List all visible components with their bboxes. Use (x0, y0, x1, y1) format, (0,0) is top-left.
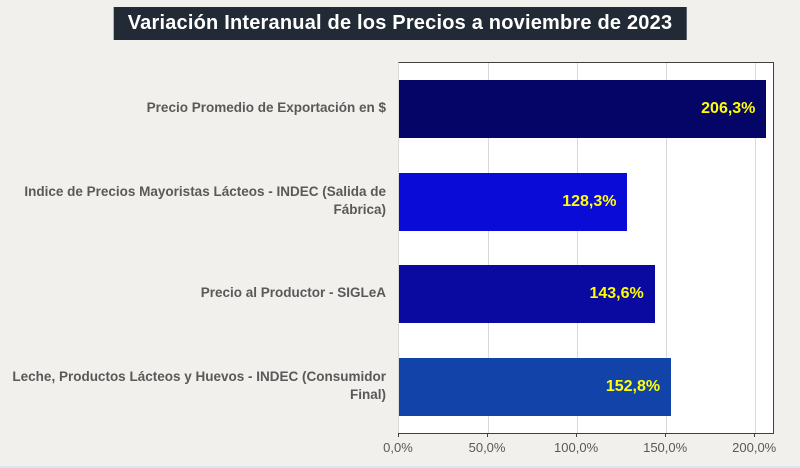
bar: 152,8% (399, 357, 672, 416)
value-label: 128,3% (562, 192, 617, 210)
bar: 128,3% (399, 172, 628, 231)
value-label: 152,8% (605, 377, 661, 395)
value-label: 206,3% (701, 100, 756, 118)
category-label: Precio al Productor - SIGLeA (200, 285, 386, 301)
tick-label: 50,0% (468, 440, 506, 455)
tick-mark (664, 433, 666, 437)
plot-area: 206,3% 128,3% 143,6% 152,8% (398, 62, 774, 434)
tick-label: 150,0% (643, 440, 688, 455)
value-label: 143,6% (589, 285, 644, 303)
tick-label: 200,0% (732, 440, 777, 455)
tick-mark (575, 433, 577, 437)
category-label: Leche, Productos Lácteos y Huevos - INDE… (12, 368, 386, 402)
bar: 206,3% (399, 80, 767, 139)
tick-mark (397, 433, 399, 437)
gridline (576, 63, 578, 433)
category-label: Precio Promedio de Exportación en $ (146, 100, 386, 116)
category-axis-labels: Precio Promedio de Exportación en $ Indic… (0, 62, 388, 432)
tick-label: 100,0% (554, 440, 599, 455)
gridline (665, 63, 667, 433)
bar: 143,6% (399, 265, 655, 324)
tick-label: 0,0% (383, 440, 413, 455)
gridline (754, 63, 756, 433)
category-label: Indice de Precios Mayoristas Lácteos - I… (24, 183, 386, 217)
x-axis: 0,0% 50,0% 100,0% 150,0% 200,0% (383, 433, 776, 459)
tick-mark (486, 433, 488, 437)
tick-mark (753, 433, 755, 437)
gridline (487, 63, 489, 433)
chart-title: Variación Interanual de los Precios a no… (113, 7, 687, 40)
